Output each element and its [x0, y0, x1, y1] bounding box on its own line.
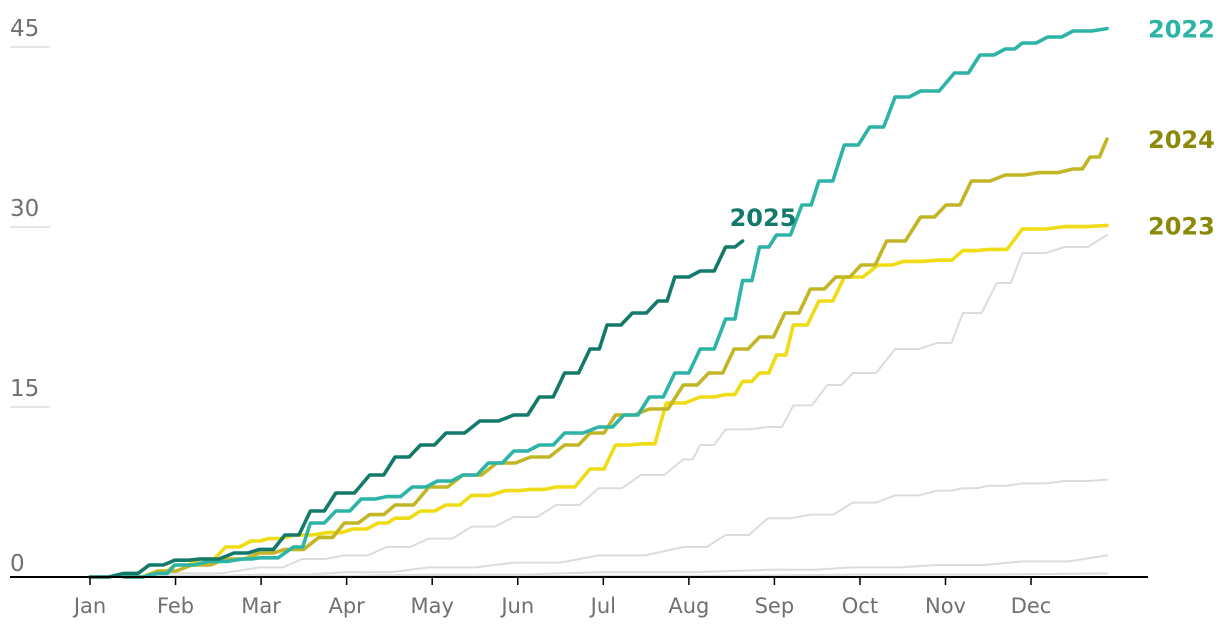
series-labels: 2022 2024 2023 2025	[730, 16, 1215, 241]
x-tick-label: Jul	[589, 594, 616, 618]
y-gridlines: 0 15 30 45	[10, 16, 50, 577]
series-line-2025	[88, 239, 745, 579]
series-label-2023: 2023	[1148, 212, 1215, 240]
y-tick-label: 15	[10, 376, 39, 402]
series-line-2022	[122, 26, 1109, 579]
x-tick-label: Sep	[755, 594, 795, 618]
series-label-2024: 2024	[1148, 126, 1215, 154]
y-tick-label: 45	[10, 16, 39, 42]
x-tick-label: Mar	[241, 594, 281, 618]
x-tick-label: Nov	[925, 594, 966, 618]
x-tick-label: Dec	[1011, 594, 1052, 618]
x-axis: Jan Feb Mar Apr May Jun Jul Aug Sep Oct Nov Dec	[10, 576, 1148, 618]
series-line-2023	[122, 223, 1109, 579]
x-tick-label: May	[410, 594, 453, 618]
y-tick-label: 30	[10, 196, 39, 222]
x-tick-label: Jan	[72, 594, 106, 618]
series-line-other-year	[89, 234, 1108, 578]
x-tick-label: Jun	[499, 594, 534, 618]
x-tick-label: Apr	[328, 594, 365, 618]
series-line-2024	[122, 137, 1109, 579]
y-tick-label: 0	[10, 551, 25, 577]
x-tick-label: Aug	[668, 594, 709, 618]
series-line-other-year	[89, 478, 1108, 578]
series-label-2022: 2022	[1148, 16, 1215, 44]
x-tick-label: Feb	[157, 594, 194, 618]
x-tick-label: Oct	[842, 594, 878, 618]
series-lines	[88, 26, 1109, 579]
series-label-2025: 2025	[730, 204, 797, 232]
